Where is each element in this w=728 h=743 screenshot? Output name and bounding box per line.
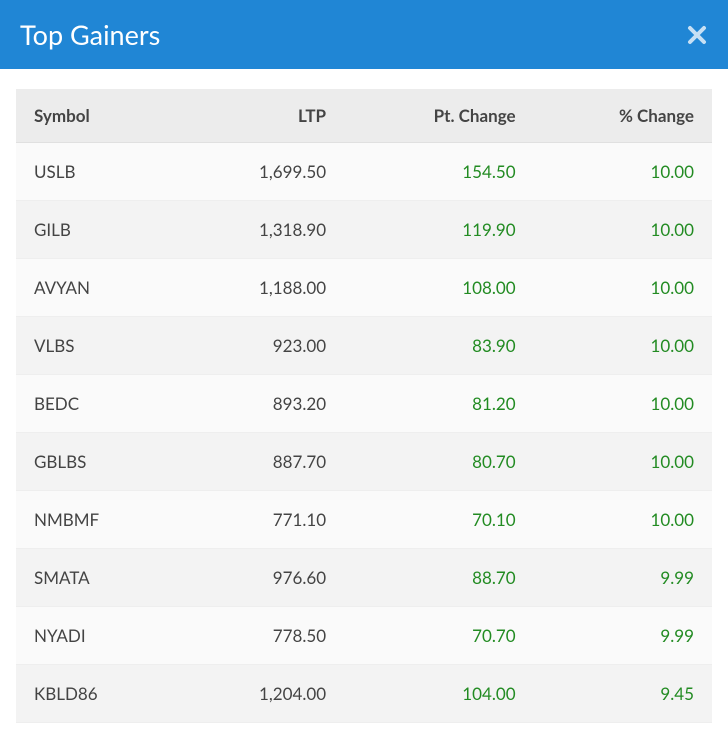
- col-pct-change: % Change: [534, 89, 712, 143]
- cell-pt-change: 154.50: [344, 143, 534, 201]
- cell-pct-change: 10.00: [534, 143, 712, 201]
- col-ltp: LTP: [179, 89, 345, 143]
- cell-pt-change: 88.70: [344, 549, 534, 607]
- close-icon: [686, 24, 708, 46]
- gainers-table: Symbol LTP Pt. Change % Change USLB1,699…: [16, 89, 712, 723]
- cell-pct-change: 9.99: [534, 607, 712, 665]
- table-row[interactable]: NYADI778.5070.709.99: [16, 607, 712, 665]
- cell-ltp: 923.00: [179, 317, 345, 375]
- cell-ltp: 771.10: [179, 491, 345, 549]
- cell-symbol: VLBS: [16, 317, 179, 375]
- close-button[interactable]: [686, 24, 708, 46]
- table-row[interactable]: AVYAN1,188.00108.0010.00: [16, 259, 712, 317]
- cell-pt-change: 70.70: [344, 607, 534, 665]
- col-symbol: Symbol: [16, 89, 179, 143]
- cell-pct-change: 10.00: [534, 433, 712, 491]
- cell-symbol: BEDC: [16, 375, 179, 433]
- table-header-row: Symbol LTP Pt. Change % Change: [16, 89, 712, 143]
- cell-symbol: SMATA: [16, 549, 179, 607]
- cell-pt-change: 108.00: [344, 259, 534, 317]
- cell-symbol: NMBMF: [16, 491, 179, 549]
- cell-pt-change: 80.70: [344, 433, 534, 491]
- cell-symbol: KBLD86: [16, 665, 179, 723]
- col-pt-change: Pt. Change: [344, 89, 534, 143]
- cell-ltp: 1,699.50: [179, 143, 345, 201]
- panel-header: Top Gainers: [0, 0, 728, 69]
- cell-symbol: AVYAN: [16, 259, 179, 317]
- cell-pt-change: 81.20: [344, 375, 534, 433]
- cell-pct-change: 9.99: [534, 549, 712, 607]
- table-row[interactable]: NMBMF771.1070.1010.00: [16, 491, 712, 549]
- cell-pct-change: 9.45: [534, 665, 712, 723]
- cell-symbol: GBLBS: [16, 433, 179, 491]
- cell-ltp: 1,204.00: [179, 665, 345, 723]
- cell-pct-change: 10.00: [534, 317, 712, 375]
- cell-pct-change: 10.00: [534, 259, 712, 317]
- cell-ltp: 887.70: [179, 433, 345, 491]
- cell-ltp: 778.50: [179, 607, 345, 665]
- table-row[interactable]: GILB1,318.90119.9010.00: [16, 201, 712, 259]
- cell-symbol: NYADI: [16, 607, 179, 665]
- cell-pct-change: 10.00: [534, 201, 712, 259]
- cell-ltp: 1,188.00: [179, 259, 345, 317]
- cell-ltp: 1,318.90: [179, 201, 345, 259]
- panel-body: Symbol LTP Pt. Change % Change USLB1,699…: [0, 69, 728, 743]
- cell-pt-change: 70.10: [344, 491, 534, 549]
- table-row[interactable]: GBLBS887.7080.7010.00: [16, 433, 712, 491]
- table-row[interactable]: USLB1,699.50154.5010.00: [16, 143, 712, 201]
- table-row[interactable]: SMATA976.6088.709.99: [16, 549, 712, 607]
- cell-pt-change: 83.90: [344, 317, 534, 375]
- table-row[interactable]: VLBS923.0083.9010.00: [16, 317, 712, 375]
- cell-pt-change: 119.90: [344, 201, 534, 259]
- cell-ltp: 976.60: [179, 549, 345, 607]
- cell-ltp: 893.20: [179, 375, 345, 433]
- cell-pct-change: 10.00: [534, 375, 712, 433]
- table-row[interactable]: BEDC893.2081.2010.00: [16, 375, 712, 433]
- cell-pt-change: 104.00: [344, 665, 534, 723]
- cell-symbol: USLB: [16, 143, 179, 201]
- panel-title: Top Gainers: [20, 18, 160, 51]
- table-row[interactable]: KBLD861,204.00104.009.45: [16, 665, 712, 723]
- cell-pct-change: 10.00: [534, 491, 712, 549]
- cell-symbol: GILB: [16, 201, 179, 259]
